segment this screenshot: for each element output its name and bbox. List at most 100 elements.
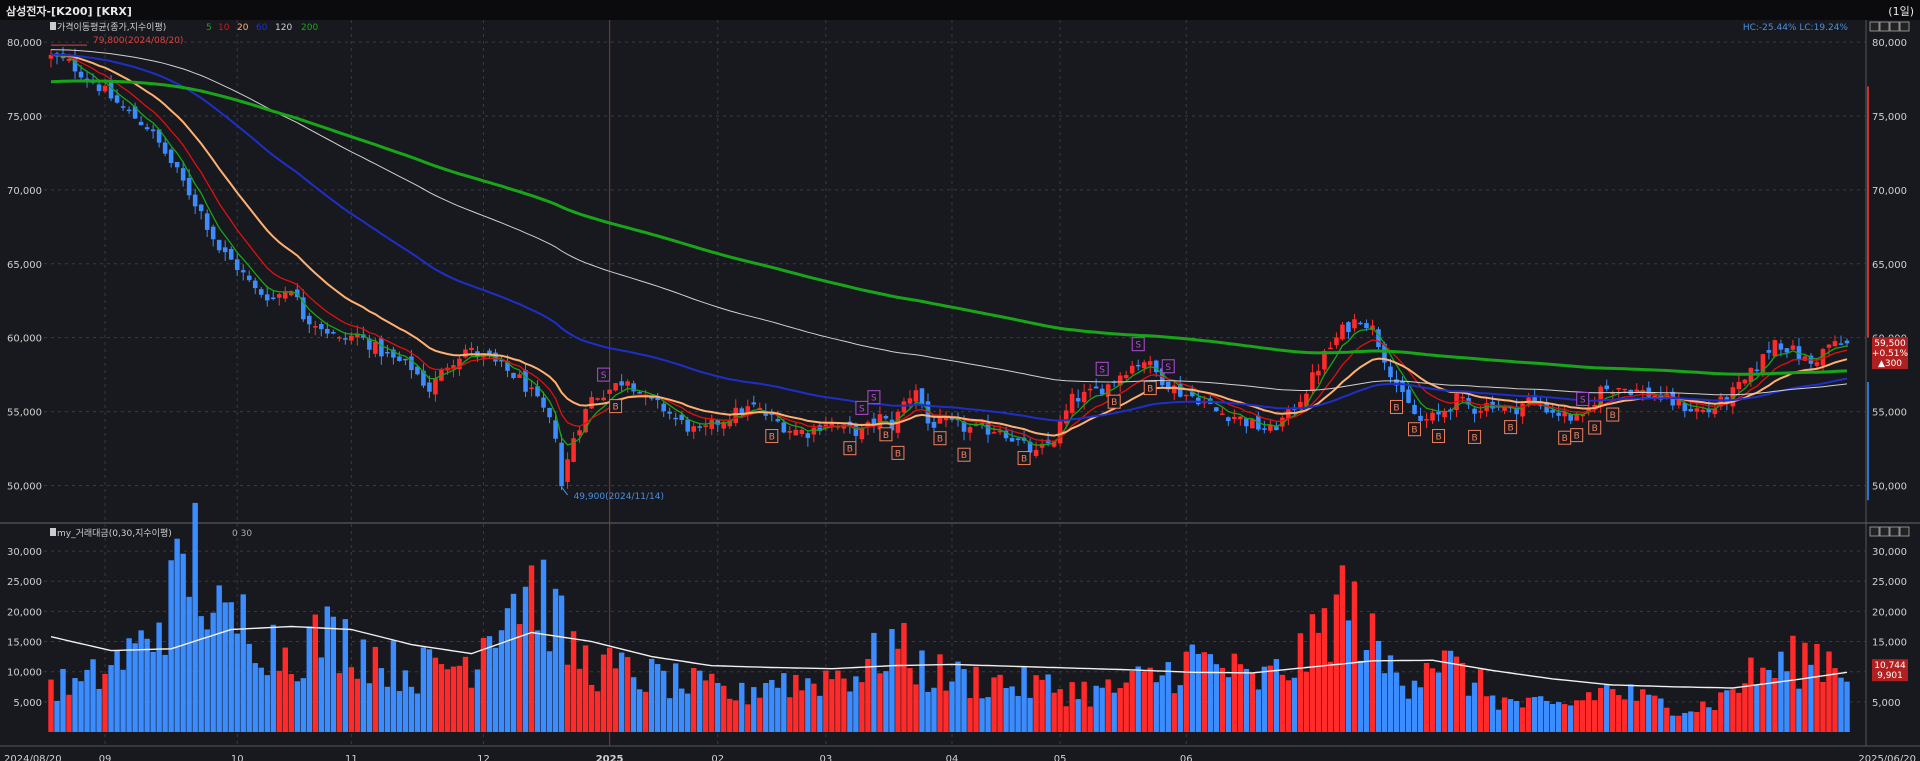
volume-bar xyxy=(66,694,72,732)
signal-letter: S xyxy=(1580,395,1586,405)
volume-control-button[interactable] xyxy=(1899,526,1910,537)
price-tick-right: 80,000 xyxy=(1872,38,1907,49)
volume-bar xyxy=(414,693,421,732)
signal-letter: S xyxy=(601,371,607,381)
ma-legend-200: 200 xyxy=(301,23,318,33)
volume-bar xyxy=(1369,613,1376,732)
signal-letter: B xyxy=(1111,398,1117,408)
volume-bar xyxy=(907,668,913,732)
candle-body xyxy=(499,359,504,362)
volume-control-button[interactable] xyxy=(1889,526,1900,537)
candle-body xyxy=(955,418,961,421)
panel-control-button[interactable] xyxy=(1879,21,1890,32)
candle-body xyxy=(943,417,949,421)
volume-bar xyxy=(666,698,673,732)
volume-bar xyxy=(1153,682,1159,732)
volume-bar xyxy=(144,638,150,732)
panel-control-button[interactable] xyxy=(1899,21,1910,32)
stock-chart[interactable]: 80,000 80,000 75,000 75,000 70,000 70,000 65,0… xyxy=(0,20,1920,761)
signal-letter: B xyxy=(895,449,901,459)
volume-bar xyxy=(805,678,811,732)
volume-bar xyxy=(979,698,985,732)
candle-body xyxy=(1826,344,1832,348)
volume-bar xyxy=(1009,686,1015,732)
x-tick-label: 10 xyxy=(231,754,244,761)
volume-bar xyxy=(1375,640,1382,732)
price-tick-right: 75,000 xyxy=(1872,112,1907,123)
candle-body xyxy=(415,366,420,375)
panel-control-button[interactable] xyxy=(1889,21,1900,32)
volume-bar xyxy=(342,619,349,732)
buy-signal-marker xyxy=(1017,451,1031,466)
candle-body xyxy=(625,381,630,386)
volume-bar xyxy=(540,559,547,732)
volume-bar xyxy=(1075,699,1081,732)
candle-body xyxy=(186,177,192,196)
volume-bar xyxy=(1610,689,1616,732)
candle-body xyxy=(607,389,612,394)
volume-bar xyxy=(276,670,282,732)
price-tick-right: 70,000 xyxy=(1872,186,1907,197)
candle-body xyxy=(1069,393,1075,413)
volume-bar xyxy=(60,668,66,732)
volume-bar xyxy=(1748,657,1754,732)
candle-body xyxy=(919,388,925,406)
volume-bar xyxy=(679,688,685,732)
volume-bar xyxy=(120,669,126,732)
volume-bar xyxy=(1237,664,1244,732)
volume-bar xyxy=(1021,666,1027,732)
volume-bar xyxy=(1261,666,1268,732)
candle-body xyxy=(1039,443,1045,448)
volume-current-value-1: 10,744 xyxy=(1874,661,1906,671)
volume-bar xyxy=(1429,668,1436,732)
candle-body xyxy=(1093,386,1099,389)
sell-signal-marker xyxy=(855,400,869,415)
candle-body xyxy=(583,409,588,433)
x-tick-label: 05 xyxy=(1054,754,1067,761)
volume-bar xyxy=(1081,681,1087,732)
volume-bar xyxy=(877,673,883,732)
candle-body xyxy=(1586,408,1591,412)
candle-body xyxy=(1598,386,1604,406)
volume-bar xyxy=(174,538,180,732)
candle-body xyxy=(1568,414,1573,421)
volume-bar xyxy=(588,684,595,732)
volume-bar xyxy=(474,669,481,732)
volume-bar xyxy=(1297,633,1304,732)
volume-bar xyxy=(1796,688,1802,732)
candle-body xyxy=(937,416,943,424)
candle-body xyxy=(337,337,342,339)
candle-body xyxy=(1153,360,1159,373)
volume-bar xyxy=(1303,671,1310,732)
candle-body xyxy=(1622,388,1628,391)
candle-body xyxy=(517,374,522,378)
volume-bar xyxy=(751,687,757,732)
volume-bar xyxy=(504,608,511,732)
panel-control-button[interactable] xyxy=(1869,21,1880,32)
candle-body xyxy=(1682,402,1688,411)
volume-bar xyxy=(1658,698,1664,732)
x-tick-label: 12 xyxy=(477,754,490,761)
volume-bar xyxy=(1201,652,1207,732)
volume-bar xyxy=(204,629,210,732)
hc-lc-label: HC:-25.44% LC:19.24% xyxy=(1743,23,1849,33)
volume-control-button[interactable] xyxy=(1879,526,1890,537)
volume-bar xyxy=(528,565,535,732)
candle-body xyxy=(673,417,678,420)
candle-body xyxy=(1268,424,1273,431)
candle-body xyxy=(535,386,540,397)
candle-body xyxy=(997,430,1003,433)
ma-line-60 xyxy=(51,53,1848,422)
buy-signal-marker xyxy=(1606,407,1620,422)
volume-bar xyxy=(1339,565,1346,732)
volume-control-button[interactable] xyxy=(1869,526,1880,537)
candle-body xyxy=(907,398,913,404)
candle-body xyxy=(1550,409,1555,413)
volume-bar xyxy=(558,595,565,732)
volume-bar xyxy=(1417,687,1424,732)
volume-bar xyxy=(534,630,541,732)
candle-body xyxy=(1135,364,1141,367)
x-tick-label: 03 xyxy=(819,754,832,761)
candle-body xyxy=(397,356,402,362)
buy-signal-marker xyxy=(765,429,779,444)
